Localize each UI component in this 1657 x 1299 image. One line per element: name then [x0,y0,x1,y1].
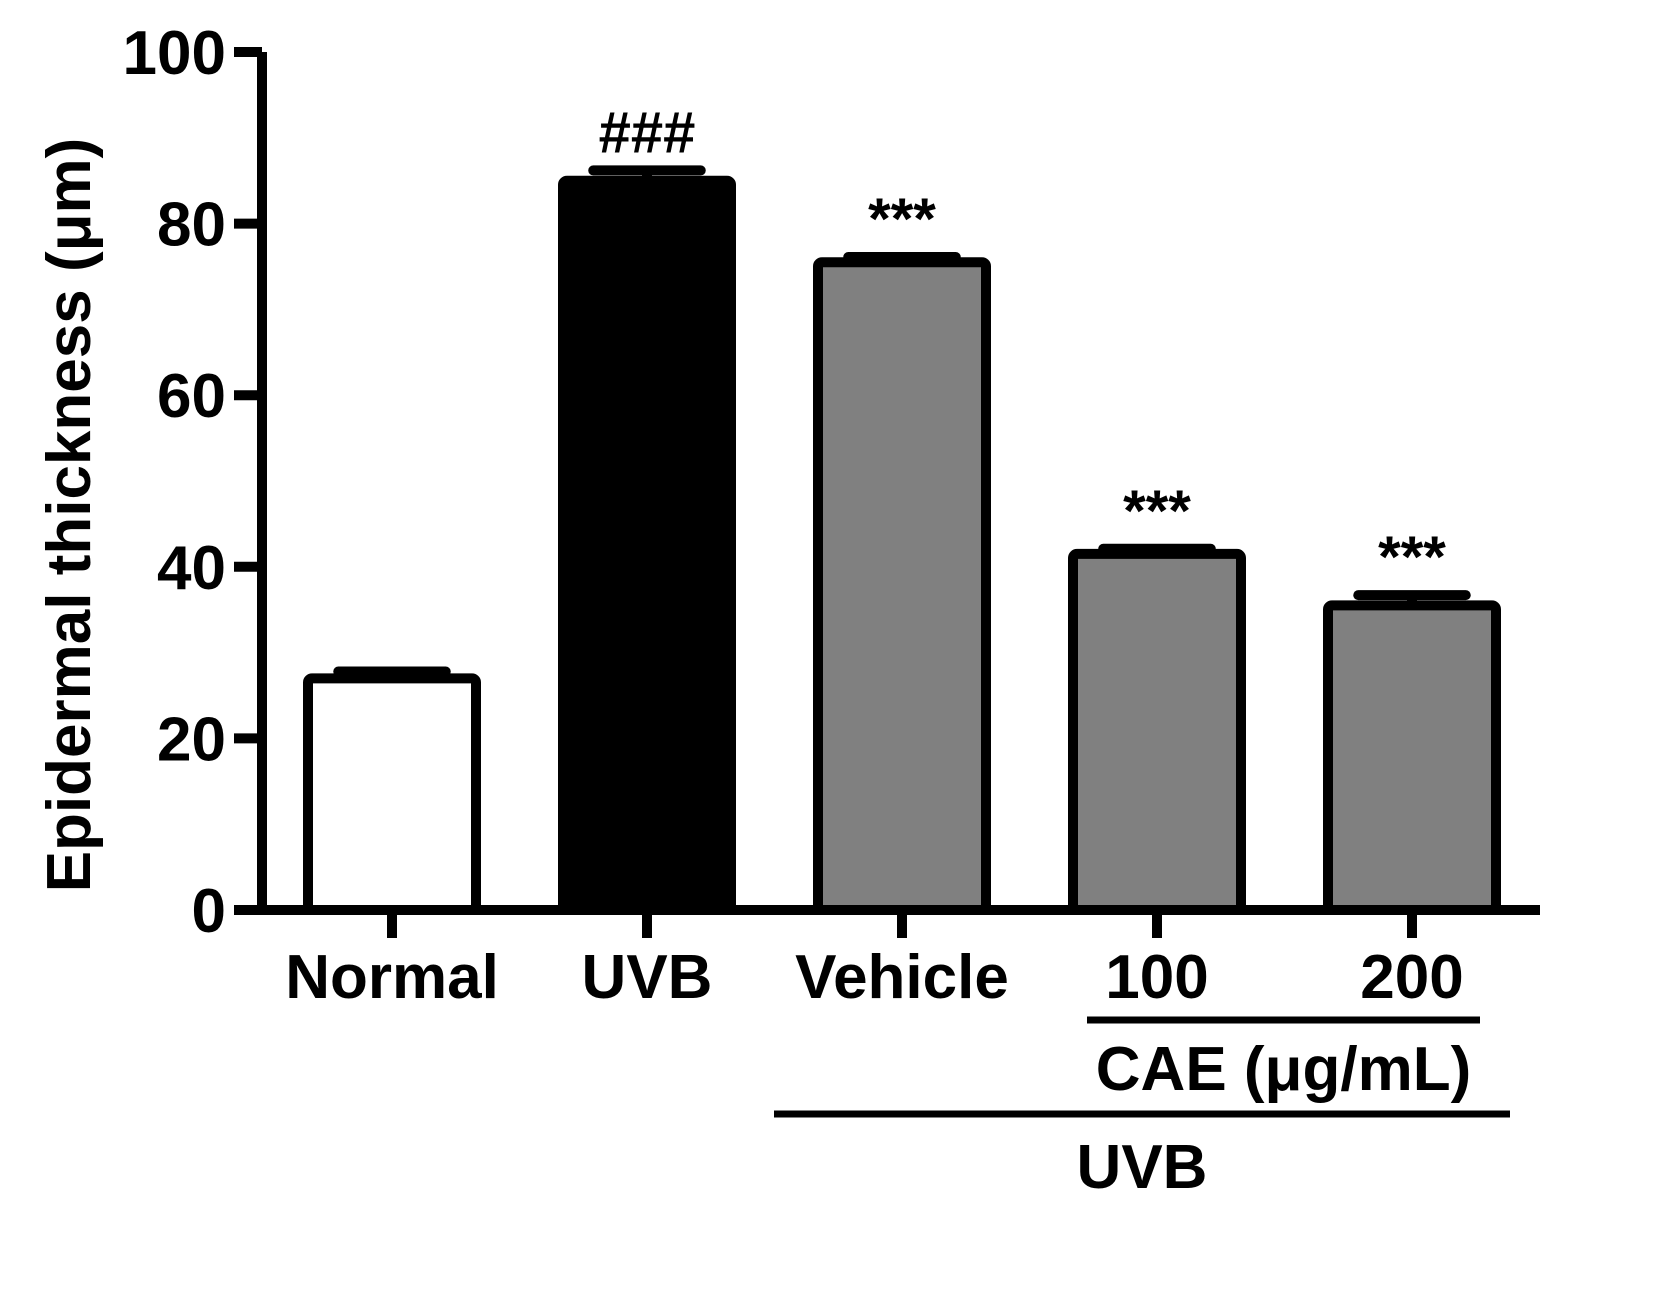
y-tick-label: 60 [157,362,226,431]
y-axis: 0 20 40 60 80 100 [123,19,267,946]
y-tick-label: 20 [157,705,226,774]
group-brackets: CAE (μg/mL) UVB [774,1016,1510,1202]
group-label: CAE (μg/mL) [1096,1035,1471,1104]
y-tick-label: 100 [123,19,226,88]
x-tick-label: 200 [1360,943,1463,1012]
significance-label: *** [868,187,936,252]
y-tick-label: 0 [192,877,226,946]
bar [1068,548,1246,915]
y-tick-label: 40 [157,534,226,603]
x-tick-label: UVB [582,943,713,1012]
bar [558,175,736,915]
x-tick-label: Vehicle [795,943,1009,1012]
group-label: UVB [1077,1133,1208,1202]
bars: ### *** *** *** [303,100,1501,916]
bar [303,673,481,916]
significance-label: ### [599,100,696,165]
significance-label: *** [1123,479,1191,544]
significance-label: *** [1378,525,1446,590]
x-tick-label: Normal [285,943,499,1012]
y-tick-label: 80 [157,191,226,260]
bar [1323,600,1501,915]
bar [813,257,991,915]
x-tick-label: 100 [1105,943,1208,1012]
x-axis: Normal UVB Vehicle 100 200 [257,905,1540,1012]
y-axis-label: Epidermal thickness (μm) [35,138,104,893]
